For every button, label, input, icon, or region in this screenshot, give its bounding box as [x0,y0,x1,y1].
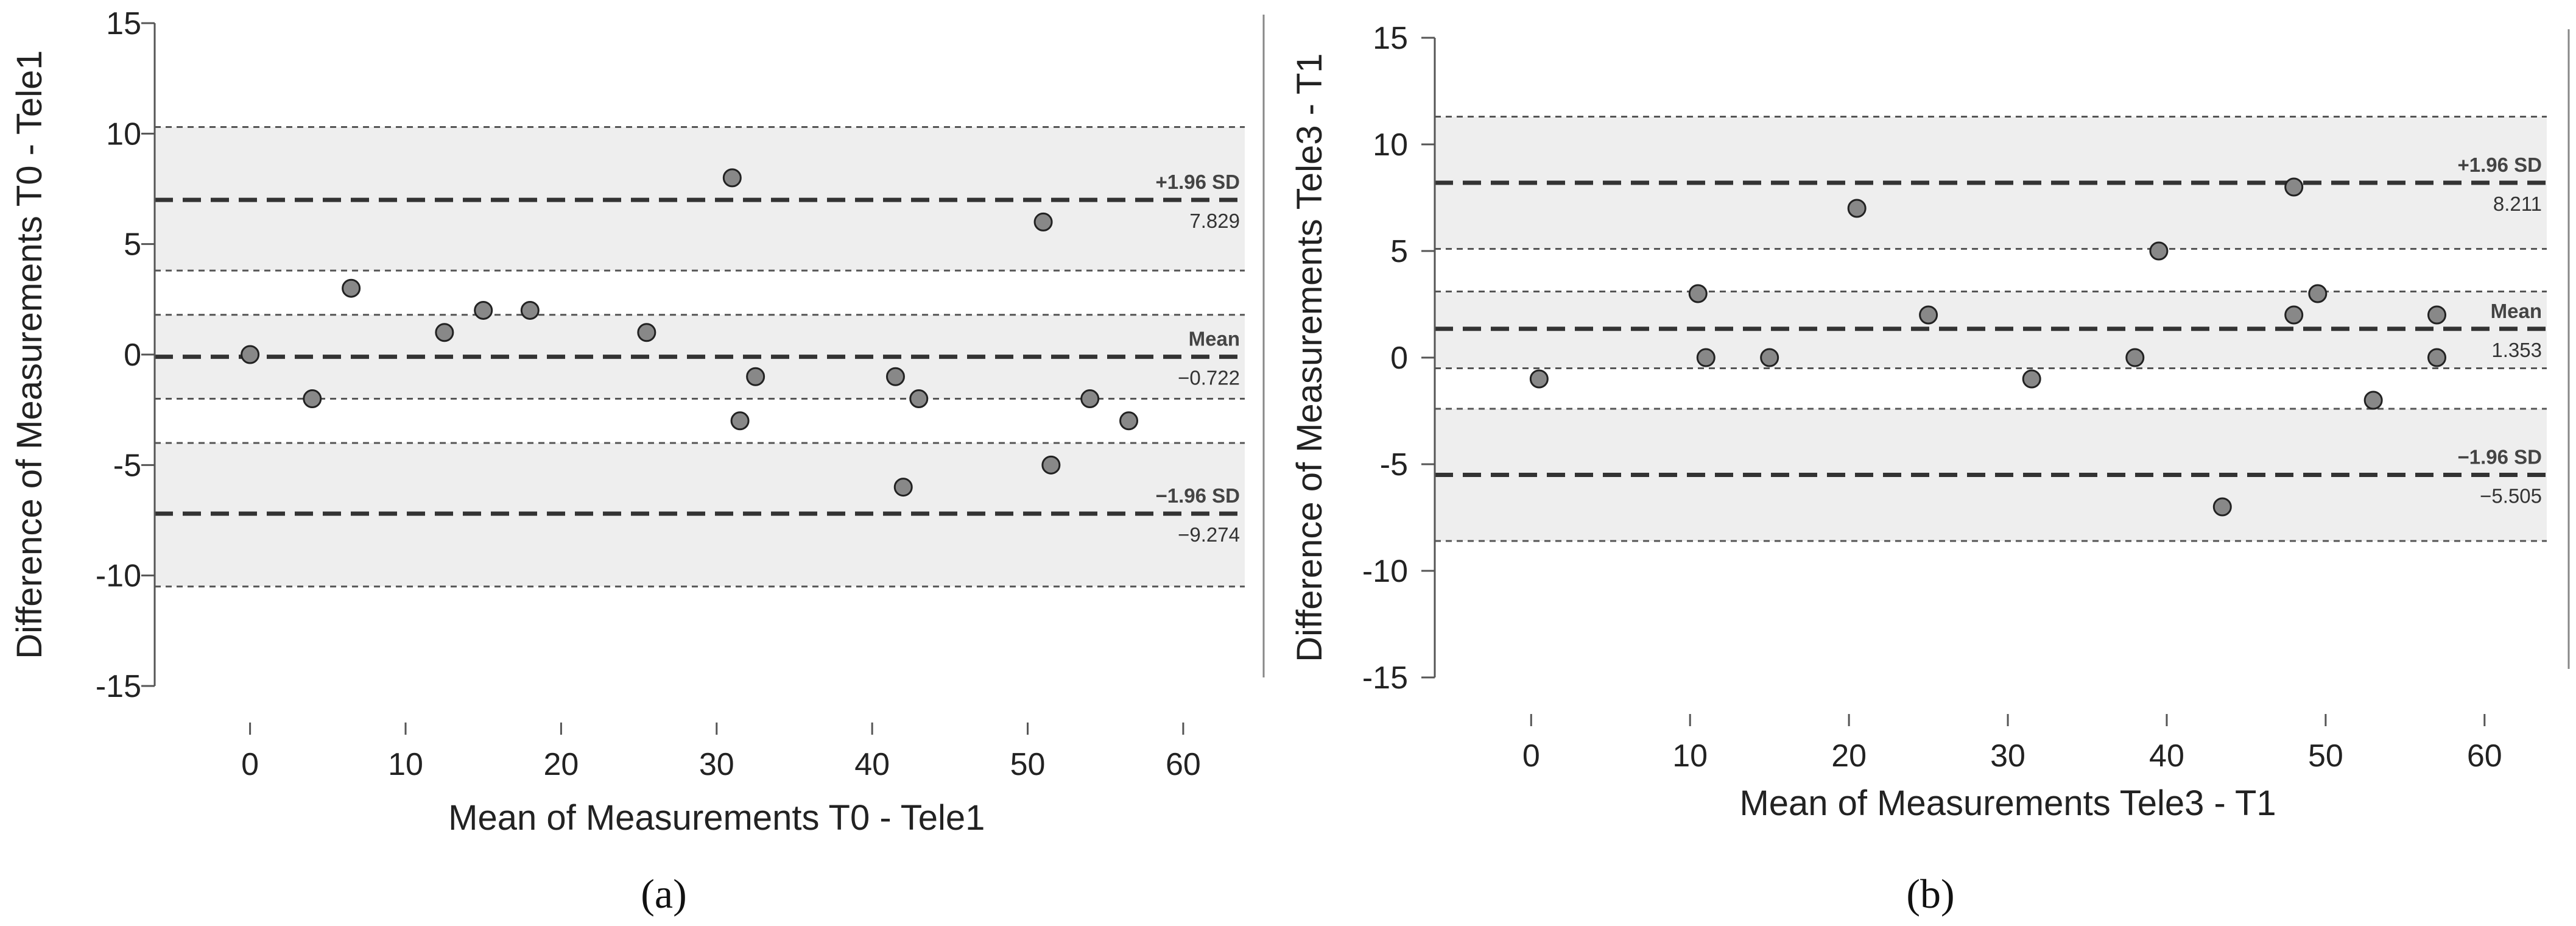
x-tick-label: 0 [241,747,259,782]
data-point [2363,391,2383,410]
ci-band [1435,409,2547,541]
chart-panel-b: +1.96 SD 8.211 Mean 1.353 −1.96 SD −5.505 -15 -… [1290,21,2570,917]
data-point [1919,305,1938,325]
data-point [435,323,454,342]
data-point [637,323,656,342]
data-point [1529,369,1549,389]
data-point [1080,389,1100,409]
data-point [1696,348,1716,367]
y-tick-label: 10 [106,116,141,152]
x-tick-label: 30 [699,747,734,782]
y-tick-label: 0 [1390,341,1408,376]
limit-name-label: Mean [2491,300,2542,322]
x-tick-label: 0 [1522,738,1540,774]
y-tick-label: -10 [96,559,141,594]
y-tick-label: 5 [1390,234,1408,269]
x-tick-label: 20 [1831,738,1867,774]
ci-band [1435,116,2547,249]
data-point [1041,455,1061,475]
x-tick-label: 60 [1166,747,1201,782]
data-point [1033,212,1053,231]
y-tick-label: -5 [113,448,141,483]
data-point [2308,284,2328,303]
data-point [2427,348,2447,367]
limit-value-label: 1.353 [2491,339,2542,361]
data-point [909,389,929,409]
data-point [342,278,361,298]
x-tick-label: 20 [543,747,579,782]
limit-name-label: +1.96 SD [2457,154,2542,176]
data-point [520,300,540,320]
limit-value-label: −5.505 [2480,485,2542,507]
x-tick-label: 30 [1990,738,2025,774]
limit-name-label: −1.96 SD [1155,484,1240,507]
x-tick-label: 10 [388,747,423,782]
data-point [1119,411,1139,431]
data-point [1760,348,1779,367]
data-point [241,345,260,364]
data-point [893,478,913,497]
limit-value-label: −9.274 [1178,523,1240,546]
limit-value-label: 7.829 [1189,210,1240,232]
panel-label: (a) [641,871,686,917]
y-tick-label: -15 [1362,660,1408,696]
limit-value-label: 8.211 [2493,193,2542,215]
data-point [730,411,750,431]
data-point [2284,177,2304,197]
y-tick-label: 5 [124,227,141,263]
y-axis-title: Difference of Measurements T0 - Tele1 [10,50,49,659]
data-point [1847,199,1867,218]
x-tick-label: 40 [854,747,890,782]
x-axis-title: Mean of Measurements T0 - Tele1 [448,798,985,838]
data-point [2212,497,2232,517]
x-axis-title: Mean of Measurements Tele3 - T1 [1739,783,2276,823]
data-point [474,300,493,320]
ci-band [1435,291,2547,369]
x-tick-label: 10 [1672,738,1708,774]
data-point [2022,369,2041,389]
data-point [2427,305,2447,325]
data-point [303,389,322,409]
limit-name-label: +1.96 SD [1155,171,1240,193]
y-tick-label: -15 [96,669,141,704]
panel-label: (b) [1906,871,1954,917]
data-point [722,168,742,188]
data-point [1688,284,1708,303]
y-tick-label: 10 [1373,127,1408,163]
y-axis-title: Difference of Measurements Tele3 - T1 [1290,53,1329,662]
x-tick-label: 50 [2308,738,2343,774]
data-point [746,367,765,386]
x-tick-label: 50 [1010,747,1046,782]
x-tick-label: 60 [2467,738,2502,774]
y-tick-label: 15 [106,6,141,41]
data-point [2149,241,2169,261]
x-tick-label: 40 [2149,738,2184,774]
y-tick-label: 15 [1373,21,1408,56]
data-point [885,367,905,386]
limit-name-label: Mean [1189,328,1240,350]
data-point [2284,305,2304,325]
y-tick-label: -10 [1362,554,1408,589]
limit-value-label: −0.722 [1178,367,1240,389]
data-point [2125,348,2145,367]
y-tick-label: -5 [1380,447,1408,482]
y-tick-label: 0 [124,338,141,373]
chart-panel-a: +1.96 SD 7.829 Mean −0.722 −1.96 SD −9.274 -15… [10,6,1265,917]
limit-name-label: −1.96 SD [2457,446,2542,468]
